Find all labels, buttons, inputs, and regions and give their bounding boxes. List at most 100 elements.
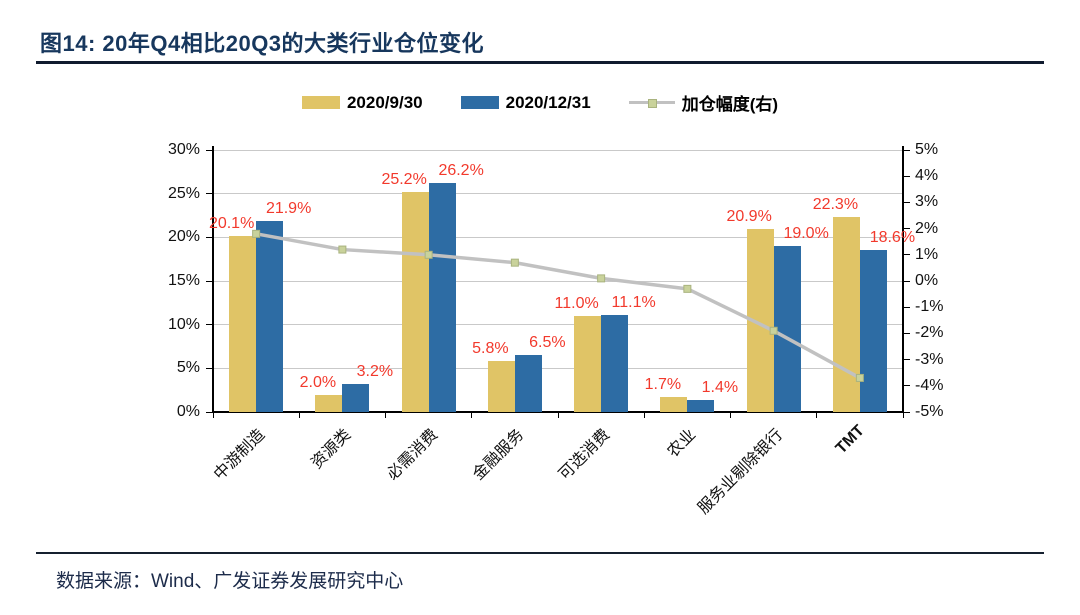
bar-2020-12-31 bbox=[687, 399, 715, 412]
y-axis-label-left: 10% bbox=[167, 315, 200, 333]
x-axis-tick bbox=[816, 412, 818, 418]
y-axis-label-left: 25% bbox=[167, 184, 200, 202]
y-axis-label-right: 4% bbox=[915, 167, 939, 185]
y-axis-tick-right bbox=[903, 149, 910, 151]
line-marker bbox=[510, 258, 519, 267]
figure-source: 数据来源：Wind、广发证券发展研究中心 bbox=[56, 571, 404, 592]
legend-swatch bbox=[460, 96, 499, 109]
y-axis-label-left: 15% bbox=[167, 272, 200, 289]
y-axis-tick-left bbox=[206, 367, 213, 369]
y-axis-tick-left bbox=[206, 280, 213, 282]
grid-line bbox=[213, 149, 903, 151]
y-axis-label-left: 30% bbox=[167, 141, 200, 158]
line-marker bbox=[338, 245, 347, 254]
x-axis-label: 必需消费 bbox=[382, 424, 441, 484]
x-axis-label: 中游制造 bbox=[209, 424, 269, 484]
source-divider bbox=[36, 552, 1044, 554]
legend-swatch bbox=[301, 96, 340, 109]
y-axis-tick-right bbox=[903, 280, 910, 282]
line-marker bbox=[683, 284, 692, 293]
y-axis-tick-right bbox=[903, 254, 910, 256]
bar-value-label: 2.0% bbox=[299, 373, 337, 391]
bar-value-label: 1.4% bbox=[701, 378, 739, 396]
bar-2020-09-30 bbox=[315, 394, 343, 412]
bar-value-label: 21.9% bbox=[265, 199, 312, 217]
x-axis-label: 资源类 bbox=[307, 424, 355, 473]
y-axis-tick-right bbox=[903, 201, 910, 203]
bar-value-label: 11.0% bbox=[554, 294, 599, 312]
figure-title: 图14: 20年Q4相比20Q3的大类行业仓位变化 bbox=[40, 31, 485, 56]
bar-2020-12-31 bbox=[859, 249, 887, 412]
x-axis-tick bbox=[385, 412, 386, 418]
legend-item: 2020/12/31 bbox=[460, 92, 591, 113]
x-axis-tick bbox=[730, 412, 731, 418]
x-axis-tick bbox=[212, 412, 214, 418]
bar-2020-12-31 bbox=[342, 384, 370, 412]
y-axis-tick-right bbox=[903, 332, 910, 334]
x-axis-label: 金融服务 bbox=[468, 424, 528, 484]
legend-label: 2020/9/30 bbox=[346, 92, 423, 112]
y-axis-label-right: -4% bbox=[915, 376, 944, 394]
y-axis-tick-right bbox=[903, 385, 910, 387]
y-axis-label-right: 2% bbox=[915, 219, 939, 237]
bar-2020-09-30 bbox=[574, 315, 602, 412]
title-divider bbox=[36, 61, 1044, 64]
bar-value-label: 25.2% bbox=[381, 170, 427, 188]
bar-2020-12-31 bbox=[601, 315, 629, 412]
x-axis-tick bbox=[557, 412, 559, 418]
legend-label: 加仓幅度(右) bbox=[681, 95, 779, 114]
y-axis-label-left: 5% bbox=[176, 359, 200, 377]
y-axis-tick-left bbox=[206, 149, 213, 151]
y-axis-right bbox=[902, 146, 904, 413]
bar-2020-09-30 bbox=[229, 236, 257, 412]
y-axis-tick-right bbox=[903, 306, 910, 308]
x-axis-label: TMT bbox=[832, 422, 868, 458]
bar-2020-12-31 bbox=[428, 183, 456, 412]
bar-2020-12-31 bbox=[773, 246, 801, 412]
legend-item: 加仓幅度(右) bbox=[628, 90, 779, 115]
y-axis-left bbox=[212, 146, 214, 413]
y-axis-label-right: 1% bbox=[915, 245, 939, 263]
y-axis-label-right: -2% bbox=[915, 324, 944, 342]
bar-value-label: 3.2% bbox=[356, 363, 394, 381]
bar-value-label: 18.6% bbox=[869, 228, 916, 246]
y-axis-label-right: -3% bbox=[915, 350, 944, 368]
bar-2020-09-30 bbox=[401, 191, 429, 412]
legend-line-sample bbox=[628, 96, 675, 109]
bar-2020-09-30 bbox=[832, 217, 860, 412]
x-axis-tick bbox=[298, 412, 300, 418]
x-axis-label: 可选消费 bbox=[554, 424, 614, 484]
bar-value-label: 5.8% bbox=[472, 340, 509, 358]
y-axis-label-right: -1% bbox=[915, 298, 944, 316]
y-axis-label-left: 20% bbox=[167, 228, 200, 246]
y-axis-label-right: 5% bbox=[915, 141, 939, 158]
bar-value-label: 19.0% bbox=[783, 225, 829, 243]
bar-value-label: 20.9% bbox=[726, 208, 772, 226]
y-axis-label-right: -5% bbox=[915, 403, 944, 420]
bar-value-label: 26.2% bbox=[438, 162, 484, 180]
y-axis-label-right: 0% bbox=[915, 272, 939, 289]
y-axis-label-left: 0% bbox=[176, 403, 200, 420]
bar-2020-12-31 bbox=[256, 220, 284, 412]
legend-label: 2020/12/31 bbox=[505, 92, 591, 112]
x-axis-label: 农业 bbox=[663, 424, 700, 461]
y-axis-label-right: 3% bbox=[915, 193, 939, 211]
bar-2020-09-30 bbox=[660, 397, 688, 412]
bar-value-label: 6.5% bbox=[529, 334, 566, 352]
y-axis-tick-left bbox=[206, 193, 213, 195]
bar-value-label: 22.3% bbox=[812, 196, 859, 214]
y-axis-tick-left bbox=[206, 324, 213, 326]
x-axis-label: 服务业剔除银行 bbox=[693, 424, 786, 518]
bar-value-label: 20.1% bbox=[208, 215, 255, 233]
bar-2020-12-31 bbox=[514, 355, 542, 412]
y-axis-tick-right bbox=[903, 175, 910, 177]
legend-item: 2020/9/30 bbox=[301, 92, 423, 113]
chart-legend: 2020/9/30 2020/12/31 加仓幅度(右) bbox=[0, 90, 1080, 115]
y-axis-tick-right bbox=[903, 228, 910, 230]
y-axis-tick-right bbox=[903, 359, 910, 361]
grid-line bbox=[213, 193, 903, 195]
bar-2020-09-30 bbox=[746, 229, 774, 412]
y-axis-tick-left bbox=[206, 411, 213, 413]
